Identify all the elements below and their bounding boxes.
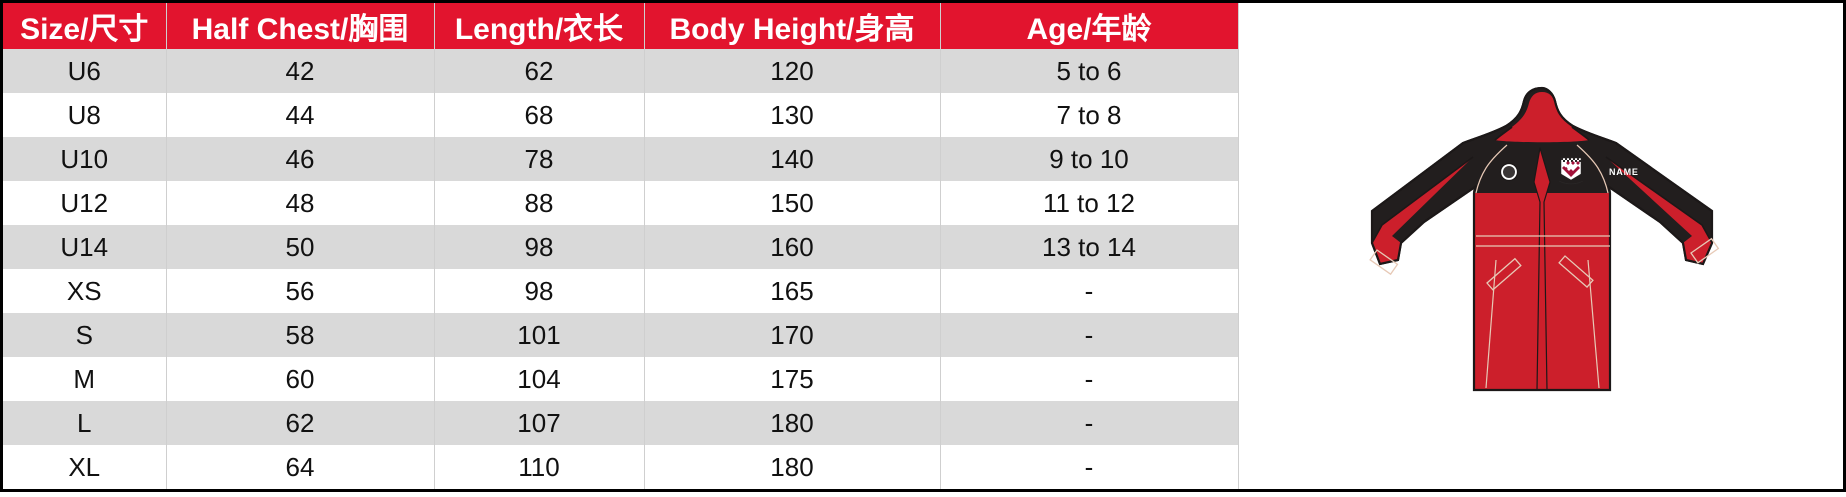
svg-text:NAME: NAME — [1609, 167, 1639, 177]
